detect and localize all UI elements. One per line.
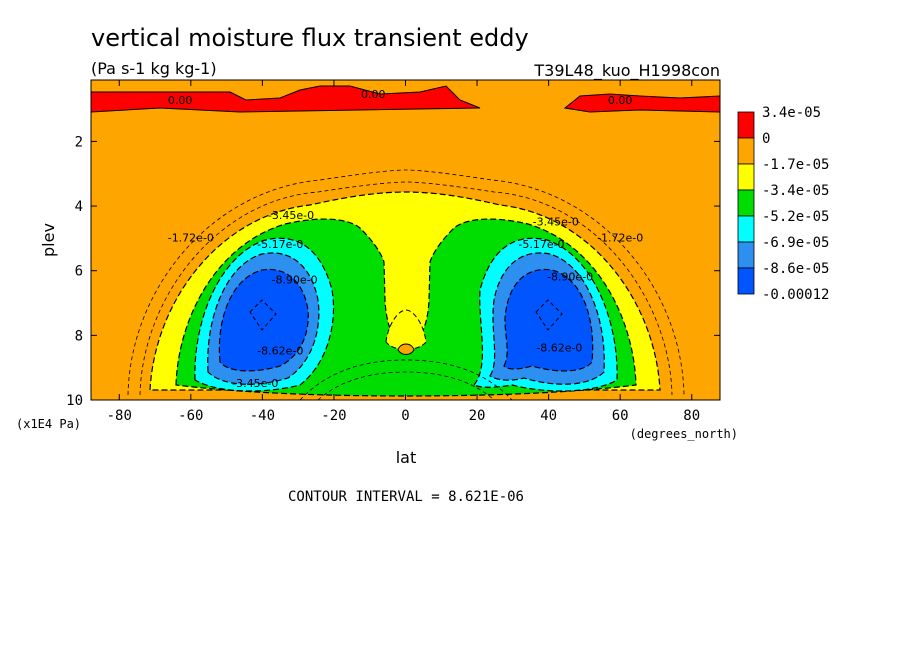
y-axis-label: plev: [39, 223, 58, 257]
legend-level-label: -5.2e-05: [762, 209, 829, 225]
experiment-label: T39L48_kuo_H1998con: [533, 61, 720, 81]
axes: -80 -60 -40 -20 0 20 40 60 80 2 4 6 8 10: [66, 80, 720, 424]
x-axis-label: lat: [396, 448, 417, 467]
x-tick-label: -80: [107, 408, 132, 424]
outer-contour-1: [127, 169, 685, 396]
legend-level-label: -6.9e-05: [762, 235, 829, 251]
x-tick-label: 60: [612, 408, 629, 424]
x-tick-label: 80: [683, 408, 700, 424]
contour-label: -1.72e-0: [168, 232, 214, 245]
x-tick-label: 40: [540, 408, 557, 424]
contour-label: 0.00: [168, 94, 193, 107]
contour-label: -3.45e-0: [232, 377, 278, 390]
legend-level-label: -8.6e-05: [762, 261, 829, 277]
contour-interval-note: CONTOUR INTERVAL = 8.621E-06: [288, 489, 524, 505]
y-tick-label: 8: [75, 328, 83, 344]
legend-swatch: [737, 241, 755, 269]
legend-level-label: 3.4e-05: [762, 105, 821, 121]
legend-level-label: -0.00012: [762, 287, 829, 303]
contour-label: 0.00: [608, 94, 633, 107]
red-band-top: [91, 85, 481, 113]
contour-label: -5.17e-0: [257, 238, 303, 251]
contour-label: -8.62e-0: [536, 342, 582, 355]
bottom-contour-center: [317, 371, 495, 400]
x-tick-label: -60: [178, 408, 203, 424]
legend-swatch: [737, 267, 755, 295]
y-tick-label: 4: [75, 199, 83, 215]
bottom-contour-center-2: [299, 359, 513, 400]
legend-swatch: [737, 111, 755, 139]
y-tick-label: 10: [66, 393, 83, 409]
contour-label: -1.72e-0: [597, 232, 643, 245]
contour-label: -3.45e-0: [268, 209, 314, 222]
blue-region-left: [218, 268, 309, 372]
red-band-right: [563, 93, 720, 113]
contour-label: 0.00: [361, 88, 386, 101]
contour-label: -8.62e-0: [257, 345, 303, 358]
legend-level-label: 0: [762, 131, 770, 147]
outer-contour-2: [139, 181, 673, 396]
y-units-label: (x1E4 Pa): [16, 417, 81, 431]
legend-swatch: [737, 137, 755, 165]
inner-contour-right: [535, 299, 563, 331]
x-tick-label: -40: [250, 408, 275, 424]
contour-label: -8.90e-0: [271, 274, 317, 287]
chart-title: vertical moisture flux transient eddy: [91, 24, 529, 52]
legend-swatch: [737, 163, 755, 191]
legend-level-label: -1.7e-05: [762, 157, 829, 173]
colorbar-legend: 3.4e-05 0 -1.7e-05 -3.4e-05 -5.2e-05 -6.9e-05…: [737, 105, 829, 303]
contour-label: -5.17e-0: [518, 238, 564, 251]
x-units-label: (degrees_north): [630, 427, 738, 441]
yellow-center-pocket: [385, 309, 427, 350]
legend-swatch: [737, 189, 755, 217]
y-tick-label: 2: [75, 134, 83, 150]
legend-swatch: [737, 215, 755, 243]
y-tick-label: 6: [75, 264, 83, 280]
contour-fill: 0.00 0.00 0.00 -1.72e-0 -3.45e-0 -5.17e-0 -8.9…: [91, 80, 720, 400]
contour-label: -3.45e-0: [533, 215, 579, 228]
blue-region-right: [503, 268, 594, 372]
chart-subtitle: (Pa s-1 kg kg-1): [91, 59, 217, 78]
orange-center-dot: [397, 343, 415, 355]
x-tick-label: -20: [321, 408, 346, 424]
x-tick-label: 20: [469, 408, 486, 424]
legend-level-label: -3.4e-05: [762, 183, 829, 199]
inner-contour-left: [249, 299, 277, 331]
contour-label: -8.90e-0: [547, 270, 593, 283]
x-tick-label: 0: [401, 408, 409, 424]
